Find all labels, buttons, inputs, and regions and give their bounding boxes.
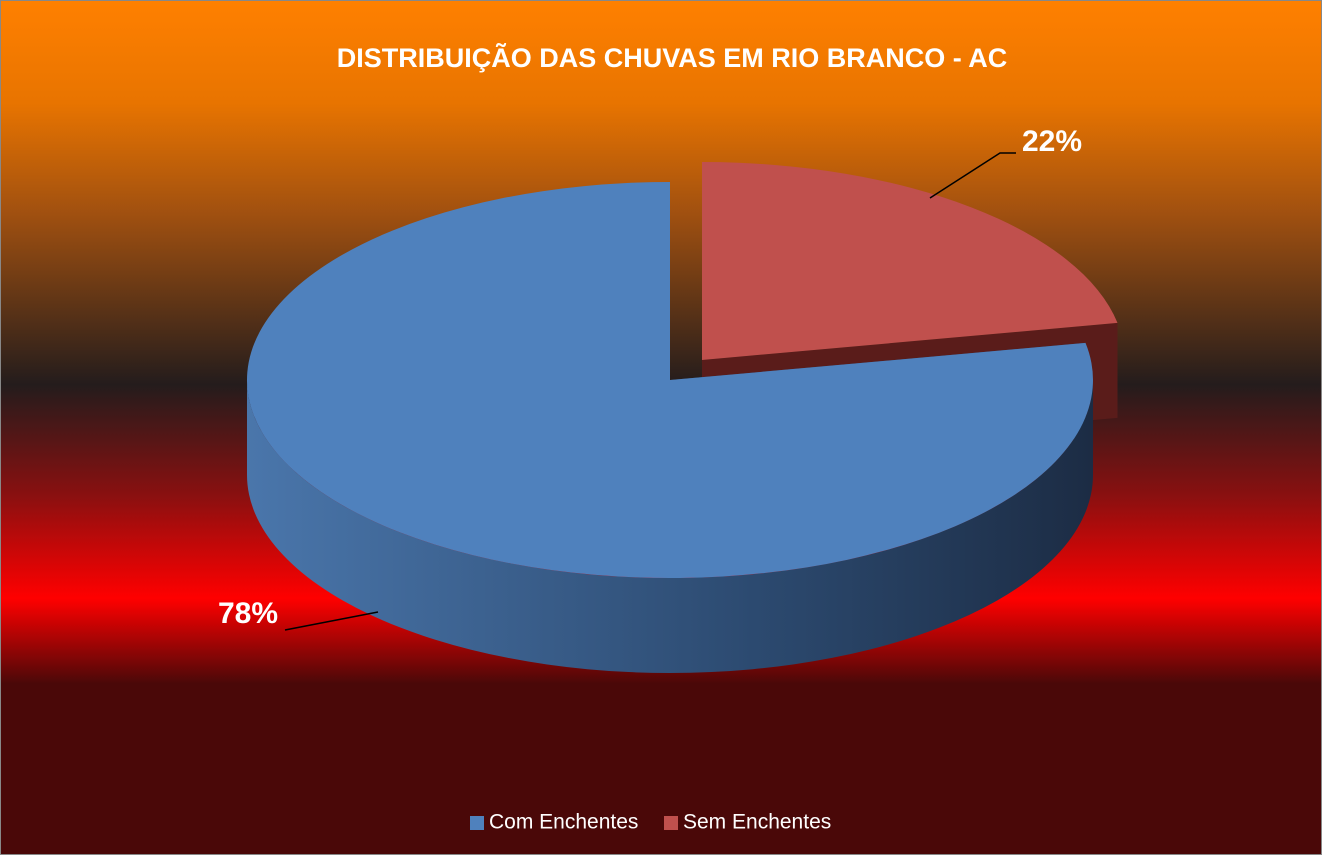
pie-slice xyxy=(246,181,1093,578)
legend-label: Com Enchentes xyxy=(489,811,638,834)
legend-label: Sem Enchentes xyxy=(683,811,831,834)
chart-title: DISTRIBUIÇÃO DAS CHUVAS EM RIO BRANCO - … xyxy=(337,42,1008,73)
pie-slice-side xyxy=(247,380,1093,673)
data-label: 22% xyxy=(1022,125,1082,158)
data-label: 78% xyxy=(218,597,278,630)
legend-swatch xyxy=(664,816,678,830)
leader-line xyxy=(929,152,1016,199)
leader-line xyxy=(284,611,379,631)
legend-swatch xyxy=(470,816,484,830)
pie-slice xyxy=(702,162,1118,360)
